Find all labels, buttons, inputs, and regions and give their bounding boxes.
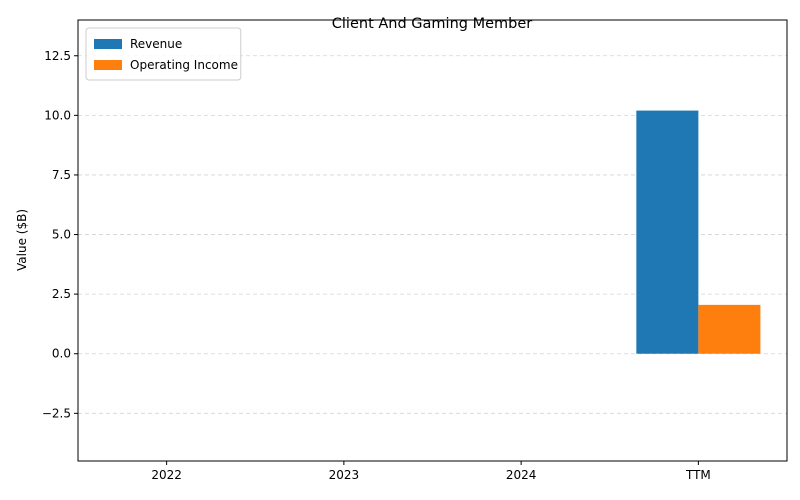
x-tick-label: TTM	[685, 468, 711, 482]
x-tick-label: 2023	[329, 468, 360, 482]
bar-revenue-ttm	[636, 110, 699, 354]
x-tick-label: 2024	[506, 468, 537, 482]
y-tick-label: 12.5	[44, 49, 71, 63]
legend: Revenue Operating Income	[85, 27, 242, 81]
legend-box	[85, 27, 242, 81]
y-tick-label: −2.5	[42, 406, 71, 420]
y-tick-label: 0.0	[52, 347, 71, 361]
legend-label: Revenue	[130, 37, 182, 51]
y-tick-label: 7.5	[52, 168, 71, 182]
y-tick-label: 10.0	[44, 108, 71, 122]
x-tick-label: 2022	[151, 468, 182, 482]
y-tick-label: 2.5	[52, 287, 71, 301]
y-tick-label: 5.0	[52, 228, 71, 242]
legend-swatch	[94, 60, 122, 70]
legend-swatch	[94, 39, 122, 49]
legend-label: Operating Income	[130, 58, 238, 72]
x-axis-ticks: 2022 2023 2024 TTM	[151, 461, 711, 482]
plot-frame	[77, 19, 788, 462]
y-axis-label: Value ($B)	[15, 209, 29, 271]
bars	[636, 110, 761, 354]
y-axis-ticks: −2.5 0.0 2.5 5.0 7.5 10.0 12.5	[42, 49, 78, 420]
chart-title: Client And Gaming Member	[332, 16, 532, 32]
bar-operating-income-ttm	[698, 304, 761, 354]
